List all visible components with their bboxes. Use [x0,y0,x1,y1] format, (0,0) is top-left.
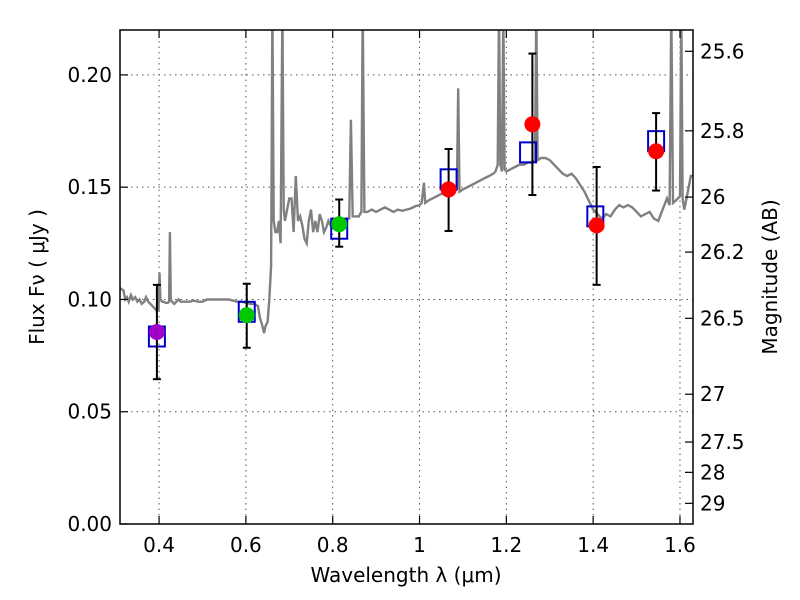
magnitude-tick-label: 25.8 [700,119,745,143]
plot-frame [119,29,694,525]
magnitude-tick-label: 27 [700,382,725,406]
x-tick-label: 0.8 [317,533,349,557]
grid [120,30,693,524]
x-axis-label: Wavelength λ (μm) [310,563,501,587]
error-bars [152,52,661,381]
x-tick-label: 1 [413,533,426,557]
model-spectrum [120,30,693,334]
magnitude-tick-label: 26 [700,185,725,209]
observed-flux-point [588,217,605,234]
x-tick-label: 0.4 [143,533,175,557]
observed-flux-point [238,307,255,324]
magnitude-tick-label: 27.5 [700,430,745,454]
observed-flux-point [331,216,348,233]
observed-flux-point [440,181,457,198]
magnitude-tick-label: 26.5 [700,306,745,330]
observed-flux-point [648,143,665,160]
x-tick-label: 1.4 [577,533,609,557]
observed-flux-point [524,116,541,133]
magnitude-tick-label: 25.6 [700,39,745,63]
y-tick-label: 0.10 [67,287,112,311]
model-photometry-marker [519,141,538,164]
y-tick-label: 0.15 [67,175,112,199]
y-tick-label: 0.00 [67,512,112,536]
magnitude-tick-label: 26.2 [700,240,745,264]
y-tick-label: 0.20 [67,63,112,87]
y-tick-label: 0.05 [67,400,112,424]
model-photometry-series [147,130,666,348]
x-tick-label: 0.6 [230,533,262,557]
y-axis-label-left: Flux Fν ( μJy ) [25,209,49,345]
observed-flux-point [148,324,165,341]
y-axis-label-right: Magnitude (AB) [758,199,782,354]
magnitude-tick-label: 29 [700,491,725,515]
x-tick-label: 1.6 [664,533,696,557]
observed-photometry-series [148,116,665,341]
spectrum-line [120,30,693,334]
x-tick-label: 1.2 [490,533,522,557]
magnitude-tick-label: 28 [700,460,725,484]
ticks: 0.4 0.6 0.8 1 1.2 1.4 1.6 0.00 0.05 0.10 0.15 0.20 2… [67,30,745,557]
